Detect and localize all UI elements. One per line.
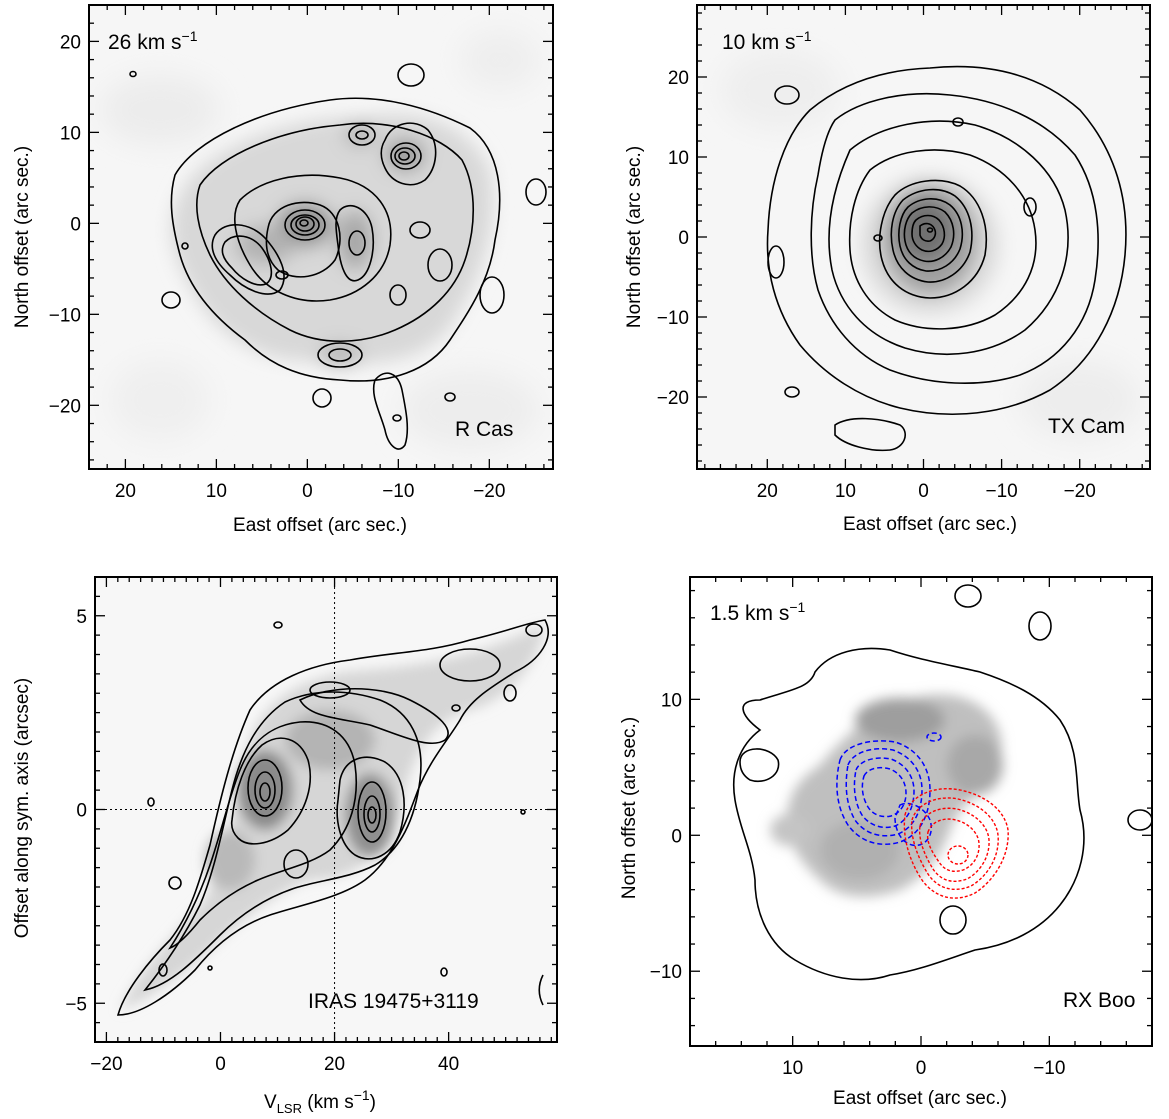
velocity-label-r-cas: 26 km s−1 xyxy=(108,28,198,54)
grayscale-image-rx-boo xyxy=(690,577,1152,1046)
x-tick-label: −20 xyxy=(90,1054,122,1075)
object-label-r-cas: R Cas xyxy=(455,418,513,441)
y-tick-label: 20 xyxy=(668,68,689,89)
x-tick-label: 20 xyxy=(115,481,136,502)
x-tick-label: 0 xyxy=(215,1054,226,1075)
plot-frame-r-cas xyxy=(88,4,554,470)
x-tick-label: −10 xyxy=(985,481,1017,502)
y-tick-label: 20 xyxy=(60,32,81,53)
y-tick-label: −10 xyxy=(49,305,81,326)
contours-r-cas xyxy=(129,63,547,450)
ticks-tx-cam xyxy=(697,5,1150,469)
y-tick-label: −20 xyxy=(657,388,689,409)
ylabel-r-cas: North offset (arc sec.) xyxy=(12,146,33,328)
y-tick-label: −5 xyxy=(65,994,87,1015)
y-tick-label: 10 xyxy=(60,123,81,144)
x-tick-label: −10 xyxy=(1033,1058,1065,1079)
x-tick-label: −20 xyxy=(1064,481,1096,502)
x-tick-label: 0 xyxy=(918,481,929,502)
y-tick-label: −10 xyxy=(657,308,689,329)
x-tick-label: −10 xyxy=(382,481,414,502)
ylabel-iras: Offset along sym. axis (arcsec) xyxy=(12,678,33,938)
y-tick-label: 10 xyxy=(661,690,682,711)
x-tick-label: 40 xyxy=(438,1054,459,1075)
y-tick-label: 0 xyxy=(76,801,87,822)
x-tick-label: 20 xyxy=(324,1054,345,1075)
grayscale-image-tx-cam xyxy=(697,5,1150,469)
velocity-label-tx-cam: 10 km s−1 xyxy=(722,28,812,54)
y-tick-label: 5 xyxy=(76,607,87,628)
xlabel-rx-boo: East offset (arc sec.) xyxy=(833,1088,1007,1109)
ticks-iras xyxy=(94,576,557,1043)
xlabel-iras: VLSR (km s−1) xyxy=(264,1087,376,1116)
x-tick-label: −20 xyxy=(473,481,505,502)
object-label-iras: IRAS 19475+3119 xyxy=(308,990,479,1013)
y-tick-label: −10 xyxy=(650,962,682,983)
velocity-label-rx-boo: 1.5 km s−1 xyxy=(710,599,806,625)
y-tick-label: 0 xyxy=(70,214,81,235)
panel-rx-boo: 1.5 km s−1 RX Boo East offset (arc sec.)… xyxy=(619,576,1153,1109)
y-tick-label: −20 xyxy=(49,396,81,417)
panel-tx-cam: 10 km s−1 TX Cam East offset (arc sec.) … xyxy=(624,4,1151,535)
x-tick-label: 10 xyxy=(206,481,227,502)
y-tick-label: 10 xyxy=(668,148,689,169)
y-tick-label: 0 xyxy=(671,826,682,847)
x-tick-label: 0 xyxy=(916,1058,927,1079)
panel-r-cas: 26 km s−1 R Cas East offset (arc sec.) N… xyxy=(12,4,554,536)
ticks-r-cas xyxy=(88,4,553,469)
y-tick-label: 0 xyxy=(678,228,689,249)
contours-iras xyxy=(116,619,549,1016)
contours-tx-cam xyxy=(766,65,1127,452)
ylabel-rx-boo: North offset (arc sec.) xyxy=(619,717,640,899)
x-tick-label: 0 xyxy=(302,481,313,502)
xlabel-r-cas: East offset (arc sec.) xyxy=(233,515,407,536)
panel-iras: IRAS 19475+3119 VLSR (km s−1) Offset alo… xyxy=(12,576,558,1116)
object-label-tx-cam: TX Cam xyxy=(1048,415,1125,438)
ticks-rx-boo xyxy=(689,577,1153,1046)
x-tick-label: 10 xyxy=(782,1058,803,1079)
grayscale-image-r-cas xyxy=(89,5,553,469)
xlabel-tx-cam: East offset (arc sec.) xyxy=(843,514,1017,535)
x-tick-label: 20 xyxy=(757,481,778,502)
reference-lines-iras xyxy=(95,577,557,1042)
ylabel-tx-cam: North offset (arc sec.) xyxy=(624,146,645,328)
object-label-rx-boo: RX Boo xyxy=(1063,989,1135,1012)
x-tick-label: 10 xyxy=(835,481,856,502)
contours-rx-boo xyxy=(732,584,1152,981)
